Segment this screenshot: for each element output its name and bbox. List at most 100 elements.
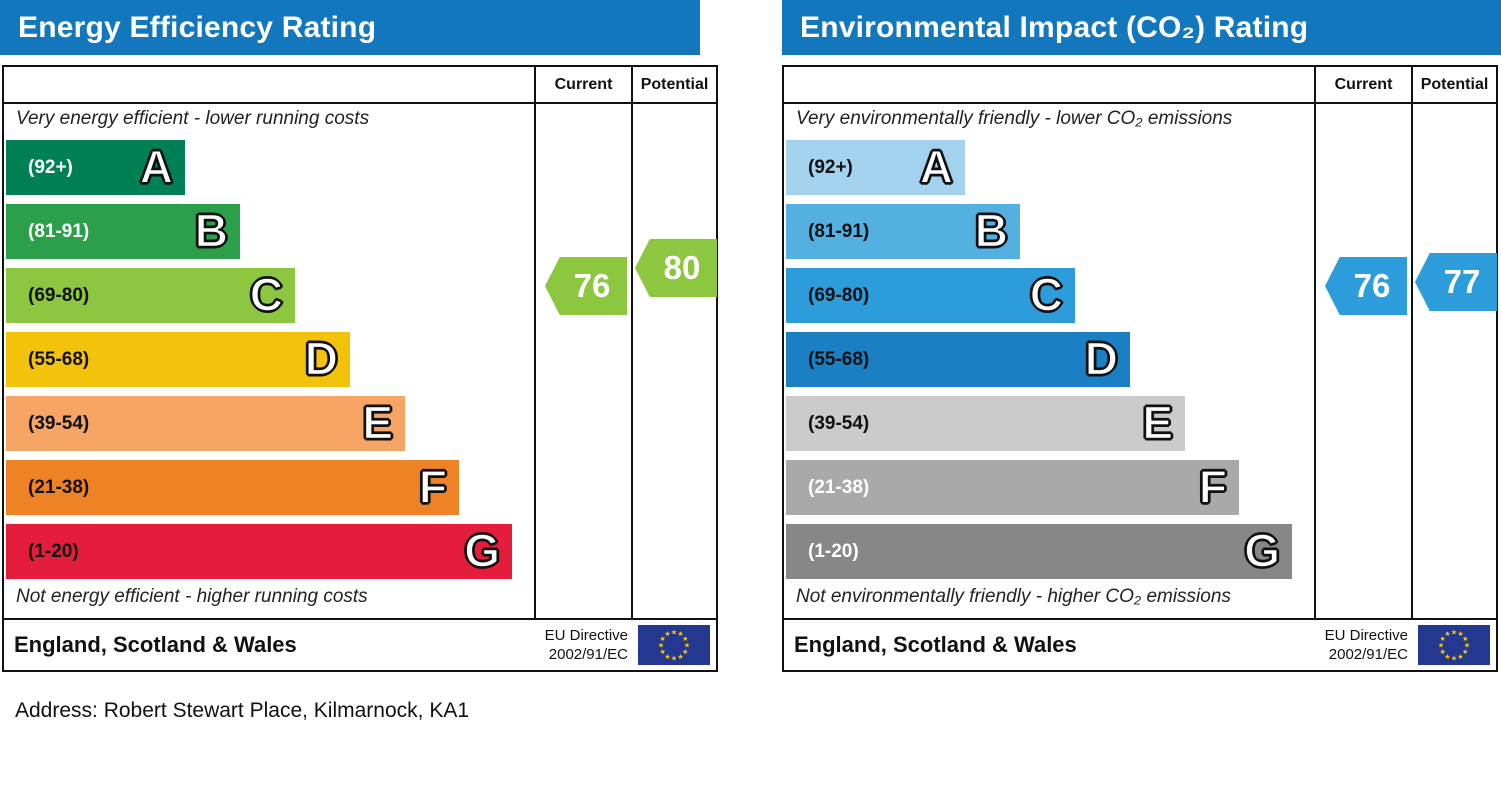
band-range-label: (39-54)	[808, 412, 870, 434]
potential-column-header: Potential	[640, 75, 709, 93]
band-letter: B	[194, 204, 229, 257]
band-d: (55-68) D	[786, 332, 1130, 387]
svg-text:★: ★	[664, 630, 670, 638]
potential-column-divider	[631, 67, 633, 620]
svg-text:★: ★	[1462, 648, 1468, 656]
svg-text:★: ★	[1464, 642, 1470, 650]
current-column-divider	[534, 67, 536, 620]
band-c: (69-80) C	[786, 268, 1075, 323]
band-range-label: (69-80)	[28, 284, 90, 306]
rating-table: Current Potential Very energy efficient …	[2, 65, 718, 672]
svg-text:★: ★	[1457, 630, 1463, 638]
svg-text:★: ★	[660, 648, 666, 656]
band-range-label: (81-91)	[28, 220, 90, 242]
svg-text:★: ★	[1451, 629, 1457, 637]
region-label: England, Scotland & Wales	[14, 632, 297, 657]
rating-table: Current Potential Very environmentally f…	[782, 65, 1498, 672]
svg-text:★: ★	[1440, 635, 1446, 643]
band-range-label: (81-91)	[808, 220, 870, 242]
header-divider	[784, 102, 1496, 104]
energy-efficiency-chart: Energy Efficiency Rating Current Potenti…	[0, 0, 721, 676]
region-label: England, Scotland & Wales	[794, 632, 1077, 657]
current-column-header: Current	[554, 75, 613, 93]
band-g: (1-20) G	[786, 524, 1292, 579]
band-range-label: (1-20)	[808, 540, 859, 562]
svg-text:★: ★	[1444, 653, 1450, 661]
current-rating-value: 76	[1353, 267, 1391, 304]
band-e: (39-54) E	[6, 396, 405, 451]
current-rating-value: 76	[573, 267, 611, 304]
band-f: (21-38) F	[786, 460, 1239, 515]
eu-directive-label: EU Directive 2002/91/EC	[1324, 627, 1408, 663]
potential-column-divider	[1411, 67, 1413, 620]
band-letter: A	[919, 140, 954, 193]
footer-row: England, Scotland & Wales EU Directive 2…	[784, 620, 1496, 670]
band-range-label: (21-38)	[808, 476, 870, 498]
eu-directive-label: EU Directive 2002/91/EC	[544, 627, 628, 663]
svg-text:★: ★	[1444, 630, 1450, 638]
svg-text:★: ★	[682, 648, 688, 656]
svg-text:★: ★	[682, 635, 688, 643]
band-range-label: (69-80)	[808, 284, 870, 306]
eu-flag-icon: ★ ★★ ★★★ ★★★ ★★★	[1418, 625, 1490, 665]
svg-text:★: ★	[1438, 642, 1444, 650]
current-column-header: Current	[1334, 75, 1393, 93]
band-e: (39-54) E	[786, 396, 1185, 451]
band-range-label: (92+)	[808, 156, 853, 178]
band-letter: A	[139, 140, 174, 193]
band-range-label: (39-54)	[28, 412, 90, 434]
chart-title-bar: Environmental Impact (CO₂) Rating	[782, 0, 1501, 55]
svg-text:★: ★	[1457, 653, 1463, 661]
footer-divider	[4, 618, 716, 620]
band-letter: B	[974, 204, 1009, 257]
band-c: (69-80) C	[6, 268, 295, 323]
potential-rating-value: 80	[663, 249, 701, 286]
chart-title: Energy Efficiency Rating	[18, 10, 377, 44]
band-letter: D	[1084, 332, 1119, 385]
footer-divider	[784, 618, 1496, 620]
top-caption: Very environmentally friendly - lower CO…	[796, 108, 1233, 129]
band-letter: G	[463, 524, 500, 577]
environmental-impact-chart: Environmental Impact (CO₂) Rating Curren…	[780, 0, 1501, 676]
header-divider	[4, 102, 716, 104]
svg-text:★: ★	[664, 653, 670, 661]
svg-text:★: ★	[1451, 655, 1457, 663]
eu-flag-icon: ★ ★★ ★★★ ★★★ ★★★	[638, 625, 710, 665]
band-letter: F	[1198, 460, 1228, 513]
band-letter: F	[418, 460, 448, 513]
band-b: (81-91) B	[6, 204, 240, 259]
band-g: (1-20) G	[6, 524, 512, 579]
svg-text:★: ★	[677, 630, 683, 638]
bottom-caption: Not environmentally friendly - higher CO…	[796, 586, 1231, 607]
band-letter: C	[1029, 268, 1064, 321]
band-letter: C	[249, 268, 284, 321]
band-letter: E	[362, 396, 394, 449]
band-letter: G	[1243, 524, 1280, 577]
chart-title: Environmental Impact (CO₂) Rating	[800, 10, 1309, 44]
footer-row: England, Scotland & Wales EU Directive 2…	[4, 620, 716, 670]
current-column-divider	[1314, 67, 1316, 620]
band-letter: D	[304, 332, 339, 385]
svg-text:★: ★	[671, 655, 677, 663]
band-range-label: (21-38)	[28, 476, 90, 498]
bottom-caption: Not energy efficient - higher running co…	[16, 586, 368, 607]
svg-text:★: ★	[1440, 648, 1446, 656]
band-a: (92+) A	[786, 140, 965, 195]
svg-text:★: ★	[671, 629, 677, 637]
band-range-label: (55-68)	[808, 348, 870, 370]
potential-rating-value: 77	[1443, 263, 1481, 300]
svg-text:★: ★	[677, 653, 683, 661]
band-range-label: (92+)	[28, 156, 73, 178]
band-letter: E	[1142, 396, 1174, 449]
band-a: (92+) A	[6, 140, 185, 195]
potential-column-header: Potential	[1420, 75, 1489, 93]
svg-text:★: ★	[1462, 635, 1468, 643]
band-f: (21-38) F	[6, 460, 459, 515]
current-rating-arrow: 76	[545, 257, 627, 315]
svg-text:★: ★	[660, 635, 666, 643]
address-line: Address: Robert Stewart Place, Kilmarnoc…	[15, 699, 470, 722]
band-d: (55-68) D	[6, 332, 350, 387]
svg-text:★: ★	[658, 642, 664, 650]
potential-rating-arrow: 77	[1415, 253, 1497, 311]
